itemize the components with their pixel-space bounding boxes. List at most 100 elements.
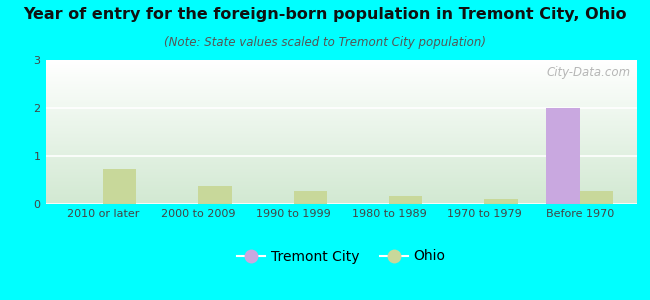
Bar xyxy=(46,203,637,204)
Bar xyxy=(46,182,637,183)
Bar xyxy=(46,175,637,176)
Bar xyxy=(46,135,637,136)
Bar xyxy=(46,181,637,182)
Bar xyxy=(46,67,637,68)
Bar xyxy=(46,85,637,86)
Bar xyxy=(46,154,637,155)
Bar xyxy=(46,171,637,172)
Bar xyxy=(484,199,518,204)
Bar xyxy=(103,169,136,204)
Bar xyxy=(46,147,637,148)
Text: City-Data.com: City-Data.com xyxy=(547,66,631,79)
Bar xyxy=(46,64,637,65)
Bar xyxy=(547,108,580,204)
Bar xyxy=(46,186,637,187)
Bar xyxy=(46,80,637,81)
Bar xyxy=(46,169,637,170)
Bar xyxy=(46,143,637,144)
Bar xyxy=(46,124,637,125)
Bar xyxy=(46,194,637,195)
Bar xyxy=(46,170,637,171)
Text: (Note: State values scaled to Tremont City population): (Note: State values scaled to Tremont Ci… xyxy=(164,36,486,49)
Bar xyxy=(46,155,637,156)
Bar xyxy=(580,191,613,204)
Bar xyxy=(46,144,637,145)
Bar xyxy=(46,122,637,123)
Bar xyxy=(46,72,637,73)
Bar xyxy=(46,188,637,189)
Bar xyxy=(46,136,637,137)
Bar xyxy=(46,132,637,133)
Bar xyxy=(46,126,637,127)
Bar xyxy=(389,196,422,204)
Bar xyxy=(46,163,637,164)
Bar xyxy=(46,99,637,100)
Bar xyxy=(46,178,637,179)
Bar xyxy=(46,161,637,162)
Bar xyxy=(46,63,637,64)
Bar xyxy=(46,200,637,201)
Bar xyxy=(46,179,637,180)
Bar xyxy=(46,88,637,89)
Bar xyxy=(46,112,637,113)
Bar xyxy=(46,191,637,192)
Bar xyxy=(46,130,637,131)
Bar xyxy=(46,150,637,151)
Bar xyxy=(46,82,637,83)
Bar xyxy=(198,186,231,204)
Bar xyxy=(46,153,637,154)
Bar xyxy=(46,168,637,169)
Bar xyxy=(46,187,637,188)
Bar xyxy=(46,193,637,194)
Bar xyxy=(46,174,637,175)
Bar xyxy=(46,60,637,61)
Bar xyxy=(46,160,637,161)
Bar xyxy=(46,93,637,94)
Bar xyxy=(46,128,637,129)
Bar xyxy=(46,76,637,77)
Bar xyxy=(46,121,637,122)
Bar xyxy=(46,176,637,177)
Bar xyxy=(46,81,637,82)
Bar xyxy=(46,104,637,105)
Bar xyxy=(46,75,637,76)
Bar xyxy=(46,74,637,75)
Bar xyxy=(46,62,637,63)
Text: Year of entry for the foreign-born population in Tremont City, Ohio: Year of entry for the foreign-born popul… xyxy=(23,8,627,22)
Bar xyxy=(46,146,637,147)
Bar xyxy=(46,125,637,126)
Bar xyxy=(46,83,637,84)
Bar xyxy=(46,120,637,121)
Bar xyxy=(46,107,637,108)
Bar xyxy=(46,173,637,174)
Bar xyxy=(46,149,637,150)
Bar xyxy=(46,114,637,115)
Bar xyxy=(46,69,637,70)
Bar xyxy=(46,137,637,138)
Bar xyxy=(46,180,637,181)
Bar xyxy=(46,87,637,88)
Bar xyxy=(46,139,637,140)
Bar xyxy=(46,190,637,191)
Bar xyxy=(46,65,637,66)
Bar xyxy=(46,156,637,157)
Bar xyxy=(46,177,637,178)
Bar xyxy=(46,118,637,119)
Bar xyxy=(46,123,637,124)
Bar xyxy=(46,100,637,101)
Bar xyxy=(46,192,637,193)
Bar xyxy=(46,199,637,200)
Bar xyxy=(46,111,637,112)
Bar xyxy=(46,148,637,149)
Legend: Tremont City, Ohio: Tremont City, Ohio xyxy=(231,244,451,269)
Bar xyxy=(46,79,637,80)
Bar xyxy=(46,138,637,139)
Bar xyxy=(46,133,637,134)
Bar xyxy=(46,183,637,184)
Bar xyxy=(46,131,637,132)
Bar xyxy=(46,151,637,152)
Bar xyxy=(46,145,637,146)
Bar xyxy=(46,197,637,198)
Bar xyxy=(46,73,637,74)
Bar xyxy=(46,97,637,98)
